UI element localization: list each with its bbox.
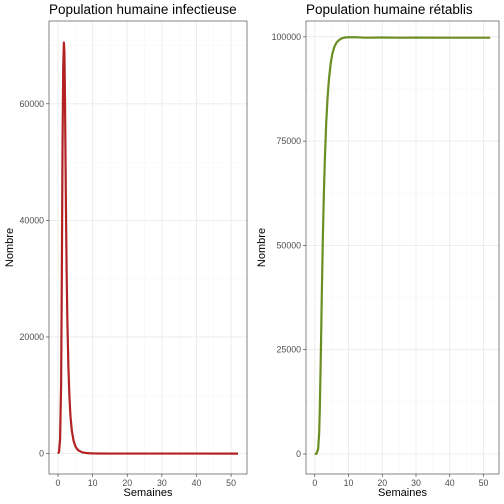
y-tick-label: 0: [296, 449, 301, 459]
x-tick-label: 20: [377, 478, 387, 488]
x-tick-label: 30: [411, 478, 421, 488]
y-tick-label: 60000: [20, 99, 45, 109]
panel-border: [48, 20, 248, 475]
x-tick-label: 50: [226, 478, 236, 488]
x-tick-label: 30: [157, 478, 167, 488]
chart-title: Population humaine rétablis: [306, 2, 473, 17]
series-line: [57, 41, 239, 455]
series-group: [314, 36, 491, 456]
y-tick-label: 100000: [272, 32, 301, 42]
y-tick-label: 50000: [277, 240, 302, 250]
panel-border: [305, 20, 500, 475]
x-tick-label: 10: [344, 478, 354, 488]
chart-recovered: Population humaine rétablis 0 10 20 30 40 500…: [256, 2, 500, 499]
x-tick-label: 10: [88, 478, 98, 488]
x-tick-label: 0: [56, 478, 61, 488]
series-line: [314, 36, 491, 456]
x-tick-label: 40: [445, 478, 455, 488]
x-axis-title: Semaines: [124, 487, 173, 499]
x-tick-label: 40: [192, 478, 202, 488]
axis-ticks: 0 10 20 30 40 50 0 25000 50000 75000 100000: [272, 32, 489, 488]
y-tick-label: 75000: [277, 136, 302, 146]
axis-ticks: 0 10 20 30 40 50 0 20000 40000 60000: [20, 99, 237, 488]
gridlines: [306, 21, 499, 474]
y-tick-label: 0: [39, 449, 44, 459]
y-axis-title: Nombre: [4, 228, 16, 267]
x-tick-label: 0: [312, 478, 317, 488]
y-tick-label: 40000: [20, 215, 45, 225]
series-group: [57, 41, 239, 455]
x-tick-label: 20: [122, 478, 132, 488]
chart-title: Population humaine infectieuse: [49, 2, 237, 17]
chart-infectious: Population humaine infectieuse 0 10 20 30 40…: [4, 2, 248, 499]
y-tick-label: 20000: [20, 332, 45, 342]
x-axis-title: Semaines: [378, 487, 427, 499]
x-tick-label: 50: [479, 478, 489, 488]
y-axis-title: Nombre: [256, 228, 268, 267]
y-tick-label: 25000: [277, 345, 302, 355]
